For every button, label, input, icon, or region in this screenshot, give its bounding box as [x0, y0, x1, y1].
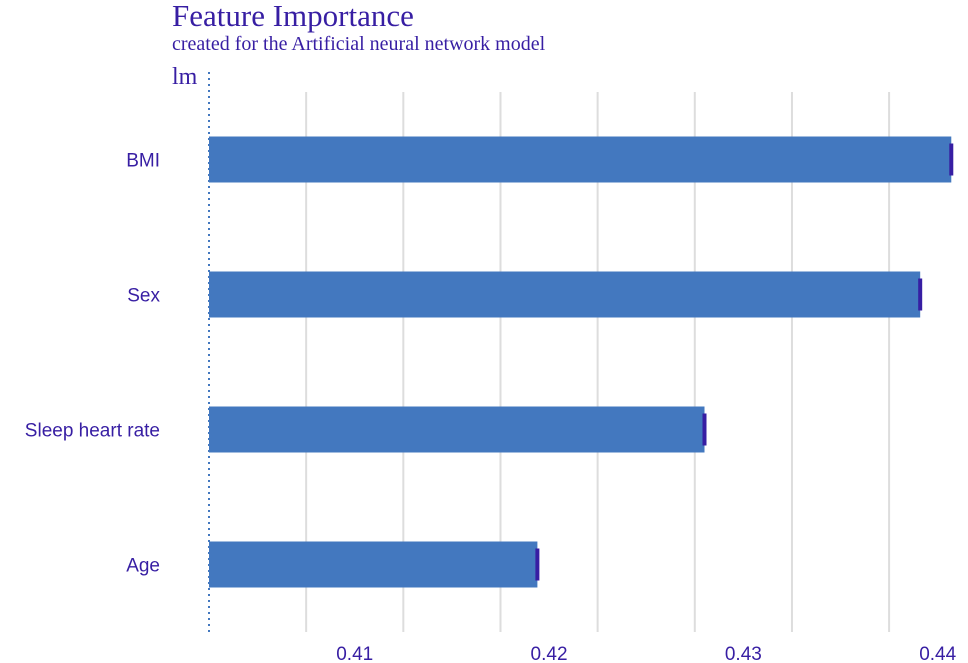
- x-tick-label: 0.43: [725, 644, 762, 663]
- x-tick-label: 0.42: [531, 644, 568, 663]
- x-tick-labels: 0.41 0.42 0.43 0.44: [336, 644, 956, 663]
- x-tick-label: 0.44: [919, 644, 956, 663]
- chart-title: Feature Importance: [172, 0, 414, 33]
- bars: [209, 136, 954, 588]
- x-tick-label: 0.41: [336, 644, 373, 663]
- chart-subtitle: created for the Artificial neural networ…: [172, 33, 546, 55]
- bar-sleep-heart-rate: [209, 406, 705, 453]
- bar-end-marker: [535, 548, 540, 581]
- category-label: BMI: [126, 151, 160, 172]
- facet-label: lm: [172, 64, 198, 90]
- bar-end-marker: [702, 413, 707, 446]
- bar-age: [209, 541, 538, 588]
- category-label: Sex: [127, 286, 160, 307]
- category-label: Sleep heart rate: [25, 421, 160, 442]
- bar-sex: [209, 271, 921, 318]
- bar-end-marker: [918, 278, 923, 311]
- category-label: Age: [126, 556, 160, 577]
- bar-bmi: [209, 136, 952, 183]
- bar-end-marker: [949, 143, 954, 176]
- category-labels: BMI Sex Sleep heart rate Age: [25, 151, 161, 577]
